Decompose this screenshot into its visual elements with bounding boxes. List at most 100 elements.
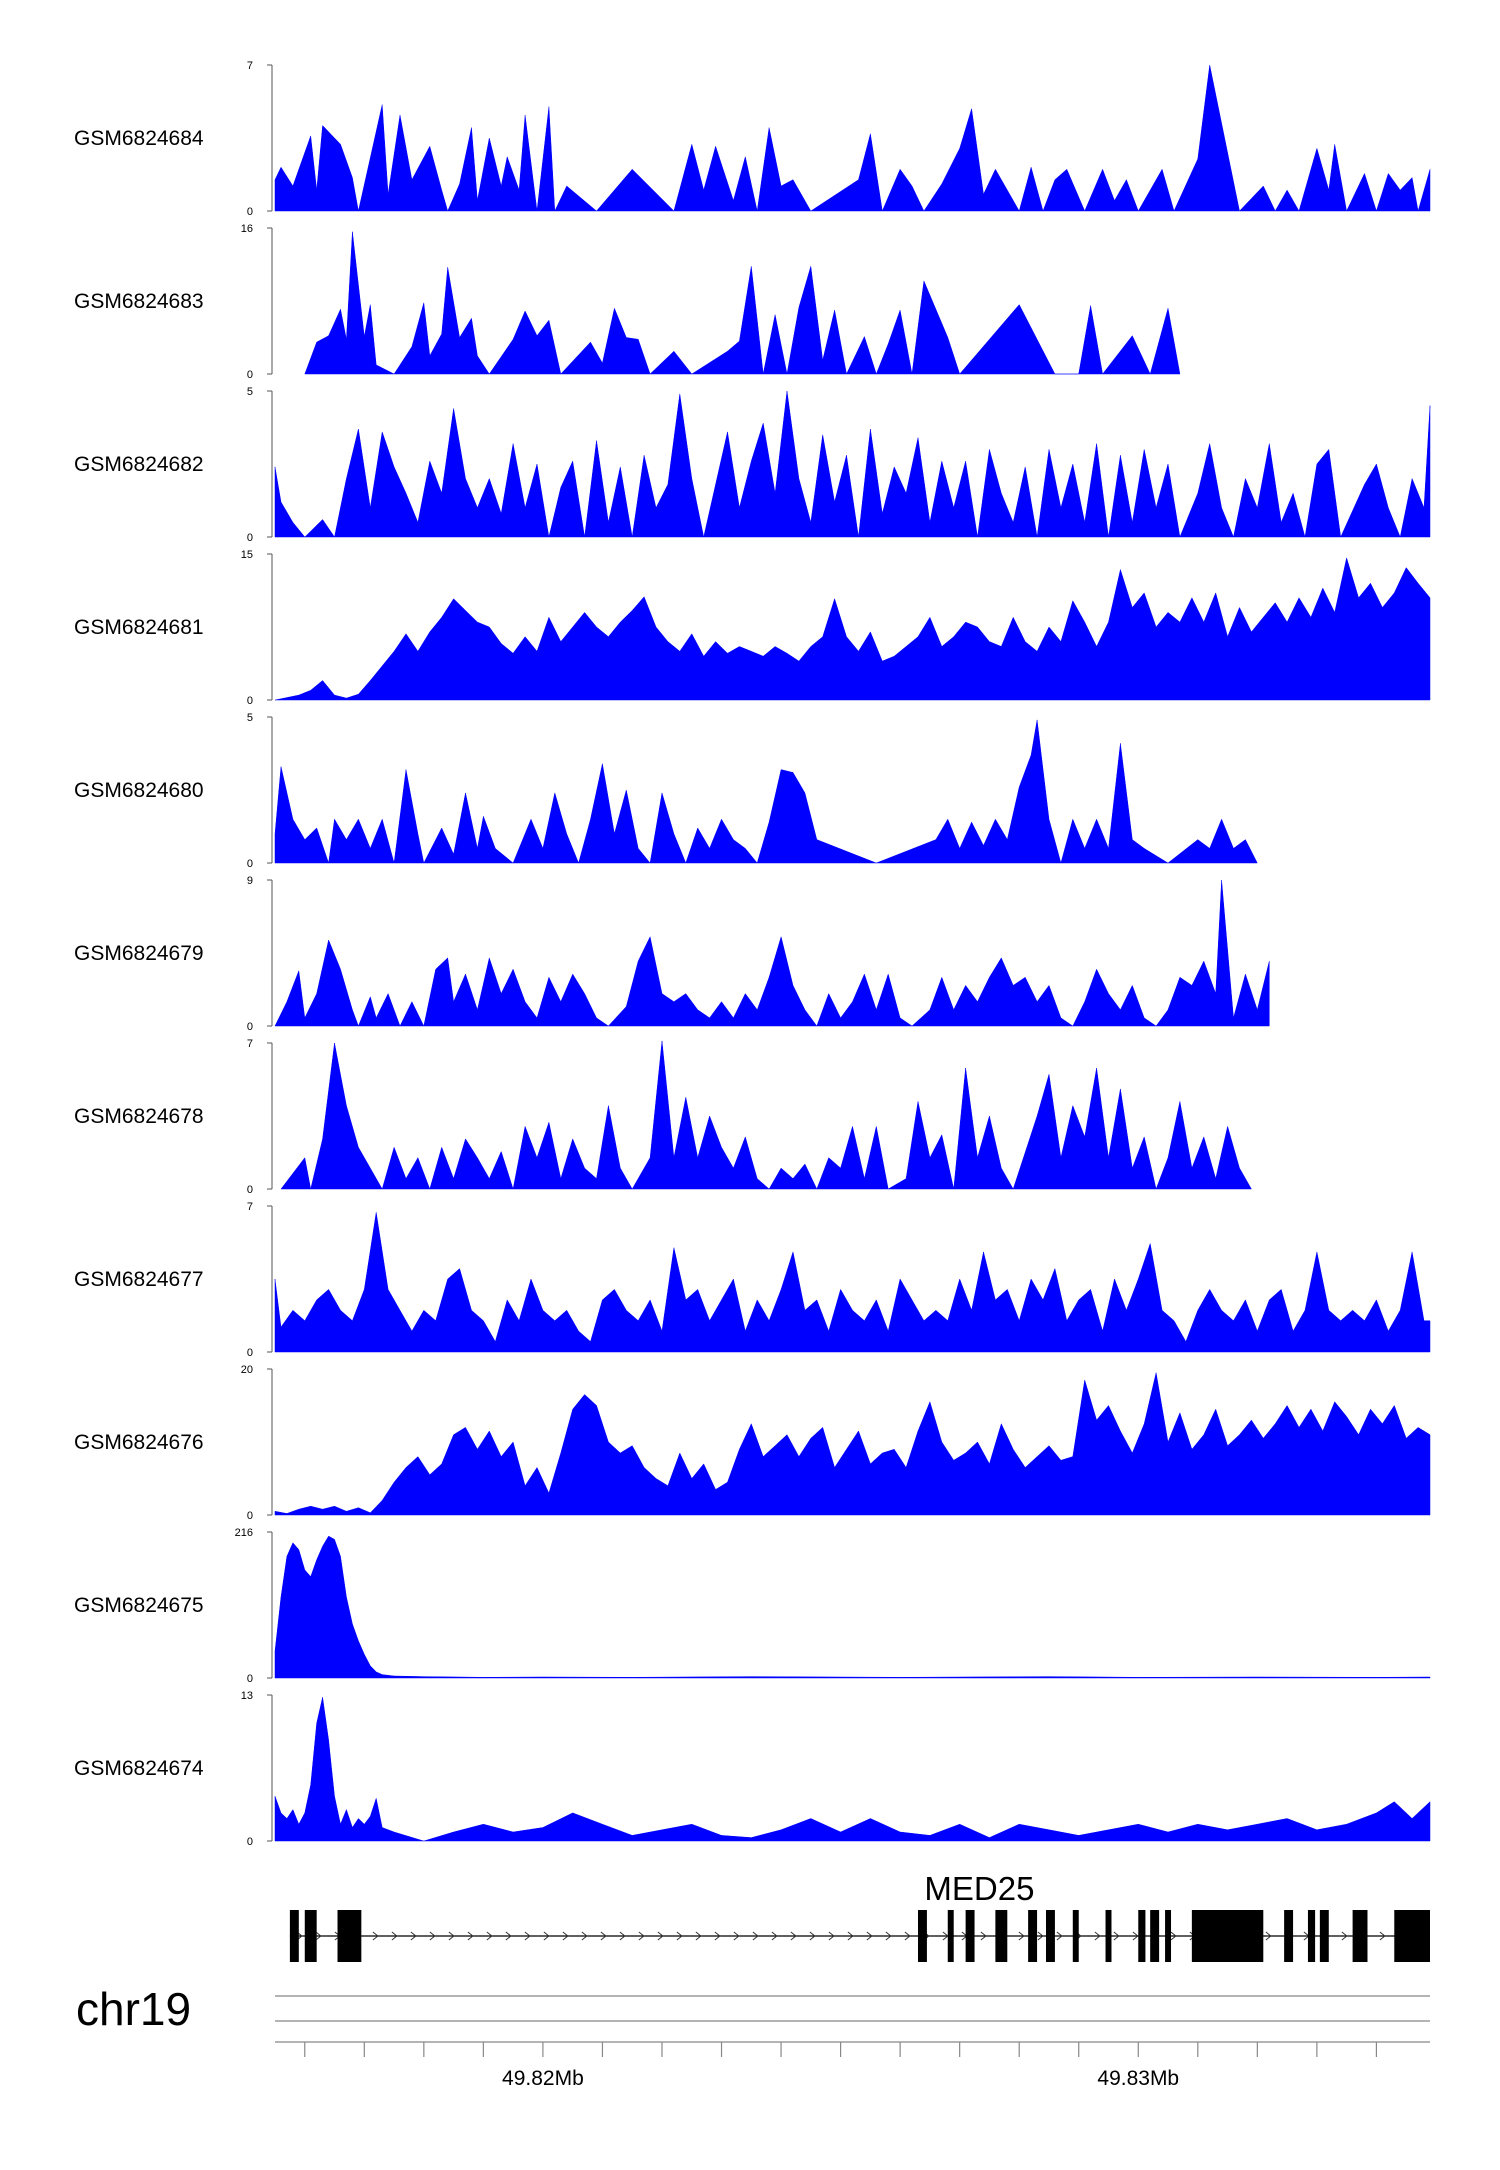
exon (965, 1910, 975, 1962)
y-max-label: 7 (247, 1201, 253, 1213)
coverage-area (274, 556, 1431, 701)
strand-arrow (1170, 1931, 1177, 1941)
strand-arrow (429, 1931, 436, 1941)
track-GSM6824674: 13 0 GSM6824674 (74, 1690, 1431, 1848)
strand-arrow (1056, 1931, 1063, 1941)
y-max-label: 16 (241, 223, 253, 235)
track-name-label: GSM6824682 (74, 453, 204, 476)
exon (1150, 1910, 1160, 1962)
y-min-label: 0 (247, 1347, 253, 1359)
y-min-label: 0 (247, 858, 253, 870)
x-tick-label: 49.83Mb (1097, 2067, 1179, 2090)
strand-arrow (714, 1931, 721, 1941)
strand-arrow (752, 1931, 759, 1941)
strand-arrow (1037, 1931, 1044, 1941)
coverage-area (274, 879, 1270, 1027)
strand-arrow (524, 1931, 531, 1941)
exon (1045, 1910, 1055, 1962)
strand-arrow (695, 1931, 702, 1941)
track-GSM6824683: 16 0 GSM6824683 (74, 223, 1181, 381)
coverage-area (274, 1212, 1431, 1353)
strand-arrow (448, 1931, 455, 1941)
strand-arrow (410, 1931, 417, 1941)
strand-arrow (600, 1931, 607, 1941)
track-GSM6824678: 7 0 GSM6824678 (74, 1038, 1252, 1196)
track-name-label: GSM6824676 (74, 1431, 204, 1454)
strand-arrow (1379, 1931, 1386, 1941)
y-min-label: 0 (247, 1021, 253, 1033)
exon (1072, 1910, 1079, 1962)
coverage-area (274, 1535, 1431, 1679)
y-min-label: 0 (247, 1510, 253, 1522)
y-max-label: 13 (241, 1690, 253, 1702)
strand-arrow (790, 1931, 797, 1941)
y-min-label: 0 (247, 695, 253, 707)
y-max-label: 15 (241, 549, 253, 561)
strand-arrow (505, 1931, 512, 1941)
y-min-label: 0 (247, 532, 253, 544)
track-GSM6824675: 216 0 GSM6824675 (74, 1527, 1431, 1685)
y-max-label: 9 (247, 875, 253, 887)
track-name-label: GSM6824679 (74, 942, 204, 965)
strand-arrow (391, 1931, 398, 1941)
coverage-area (274, 64, 1431, 212)
strand-arrow (638, 1931, 645, 1941)
track-GSM6824680: 5 0 GSM6824680 (74, 712, 1258, 870)
exon (917, 1910, 927, 1962)
strand-arrow (1018, 1931, 1025, 1941)
coverage-area (274, 1697, 1431, 1842)
x-tick-label: 49.82Mb (502, 2067, 584, 2090)
track-GSM6824677: 7 0 GSM6824677 (74, 1201, 1431, 1359)
coverage-area (280, 1040, 1252, 1190)
strand-arrow (904, 1931, 911, 1941)
exon (947, 1910, 954, 1962)
y-max-label: 216 (235, 1527, 253, 1539)
exon (1165, 1910, 1172, 1962)
gene-track: MED25 (289, 1870, 1430, 1962)
genome-axis: 49.82Mb 49.83Mb (275, 1995, 1430, 2090)
track-name-label: GSM6824678 (74, 1105, 204, 1128)
track-name-label: GSM6824683 (74, 290, 204, 313)
chromosome-label: chr19 (76, 1983, 191, 2035)
y-min-label: 0 (247, 1184, 253, 1196)
strand-arrow (486, 1931, 493, 1941)
strand-arrow (581, 1931, 588, 1941)
strand-arrow (315, 1931, 322, 1941)
y-min-label: 0 (247, 369, 253, 381)
track-name-label: GSM6824684 (74, 127, 204, 150)
strand-arrow (562, 1931, 569, 1941)
track-name-label: GSM6824674 (74, 1757, 204, 1780)
track-name-label: GSM6824677 (74, 1268, 204, 1291)
exon (1138, 1910, 1146, 1962)
track-GSM6824679: 9 0 GSM6824679 (74, 875, 1270, 1033)
strand-arrow (1341, 1931, 1348, 1941)
strand-arrow (980, 1931, 987, 1941)
y-max-label: 5 (247, 712, 253, 724)
strand-arrow (543, 1931, 550, 1941)
strand-arrow (1094, 1931, 1101, 1941)
exon (1191, 1910, 1264, 1962)
exon (1105, 1910, 1112, 1962)
strand-arrow (885, 1931, 892, 1941)
y-max-label: 5 (247, 386, 253, 398)
strand-arrow (733, 1931, 740, 1941)
strand-arrow (467, 1931, 474, 1941)
coverage-area (274, 390, 1431, 538)
exon (1284, 1910, 1294, 1962)
y-min-label: 0 (247, 206, 253, 218)
strand-arrow (866, 1931, 873, 1941)
exon (1352, 1910, 1368, 1962)
strand-arrow (1132, 1931, 1139, 1941)
strand-arrow (372, 1931, 379, 1941)
coverage-area (274, 719, 1258, 864)
strand-arrow (847, 1931, 854, 1941)
strand-arrow (676, 1931, 683, 1941)
exon (995, 1910, 1008, 1962)
coverage-area (304, 231, 1181, 375)
strand-arrow (771, 1931, 778, 1941)
strand-arrow (1113, 1931, 1120, 1941)
exon (1319, 1910, 1329, 1962)
strand-arrow (619, 1931, 626, 1941)
strand-arrow (1265, 1931, 1272, 1941)
coverage-tracks: 7 0 GSM6824684 16 0 GSM6824683 5 0 GSM6824682 15 0… (74, 60, 1431, 1848)
